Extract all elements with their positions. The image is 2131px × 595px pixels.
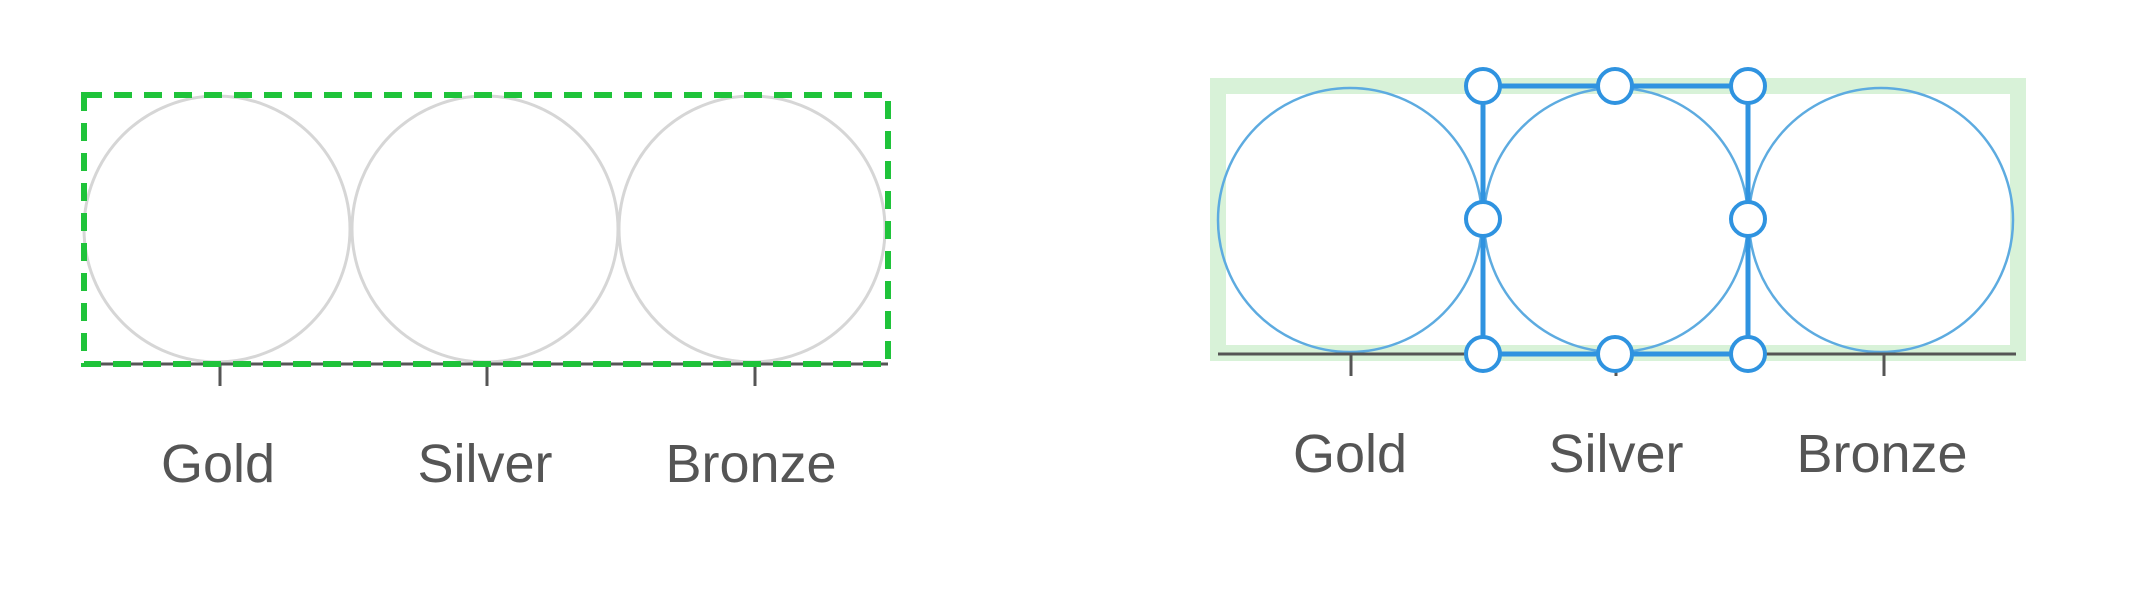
resize-handle-top-left[interactable] [1464, 67, 1502, 105]
drop-target-frame [81, 92, 891, 367]
left-panel: Gold Silver Bronze [81, 92, 891, 494]
resize-handle-bottom[interactable] [1596, 335, 1634, 373]
resize-handle-bottom-left[interactable] [1464, 335, 1502, 373]
resize-handle-right[interactable] [1729, 200, 1767, 238]
bronze-label: Bronze [665, 434, 836, 494]
resize-handle-left[interactable] [1464, 200, 1502, 238]
resize-handle-bottom-right[interactable] [1729, 335, 1767, 373]
resize-handle-top[interactable] [1596, 67, 1634, 105]
right-panel: Gold Silver Bronze [1210, 67, 2026, 484]
gold-label: Gold [161, 434, 275, 494]
gold-circle[interactable] [1216, 86, 1484, 354]
silver-label: Silver [1548, 424, 1683, 484]
gold-circle[interactable] [82, 94, 352, 364]
bronze-circle[interactable] [617, 94, 887, 364]
silver-circle[interactable] [1482, 86, 1750, 354]
bronze-label: Bronze [1796, 424, 1967, 484]
silver-circle[interactable] [350, 94, 620, 364]
silver-label: Silver [417, 434, 552, 494]
resize-handle-top-right[interactable] [1729, 67, 1767, 105]
bronze-circle[interactable] [1747, 86, 2015, 354]
gold-label: Gold [1293, 424, 1407, 484]
highlight-region [1210, 78, 2026, 361]
